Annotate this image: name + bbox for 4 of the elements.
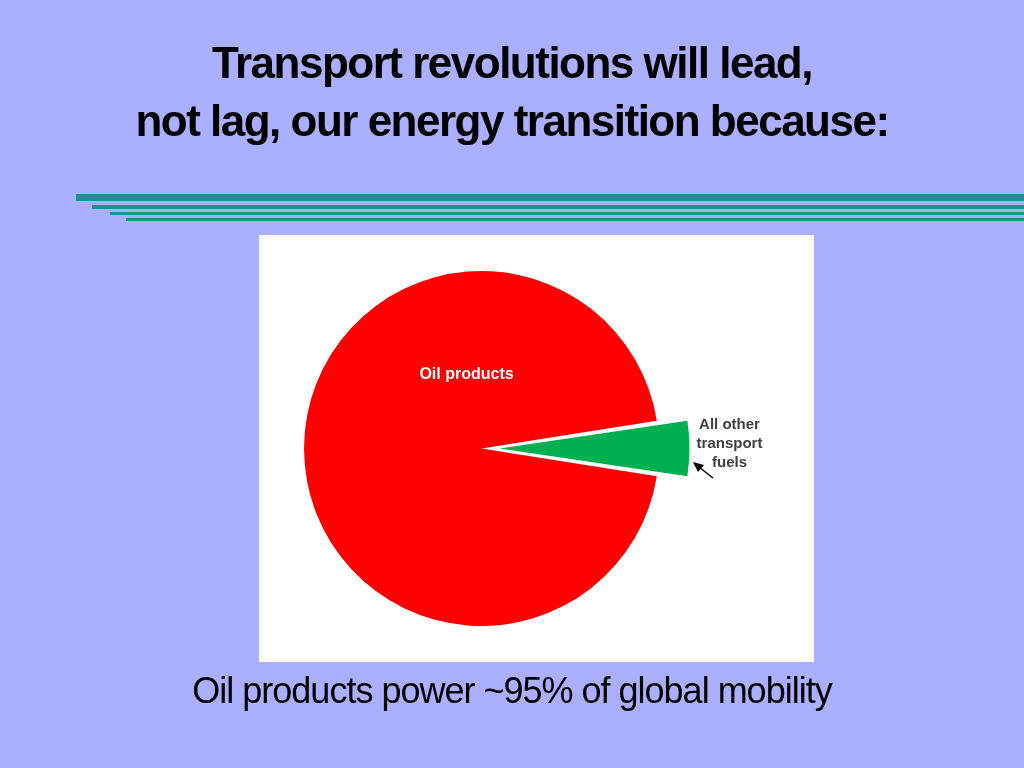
slice-label: Oil products [419, 364, 514, 382]
chart-title: Transport revolutions will lead, not lag, our energy transition because: [134, 37, 890, 147]
text: Oil products power ~95% of global mobility [191, 670, 834, 712]
slice-label: All other transport fuels [696, 414, 763, 470]
